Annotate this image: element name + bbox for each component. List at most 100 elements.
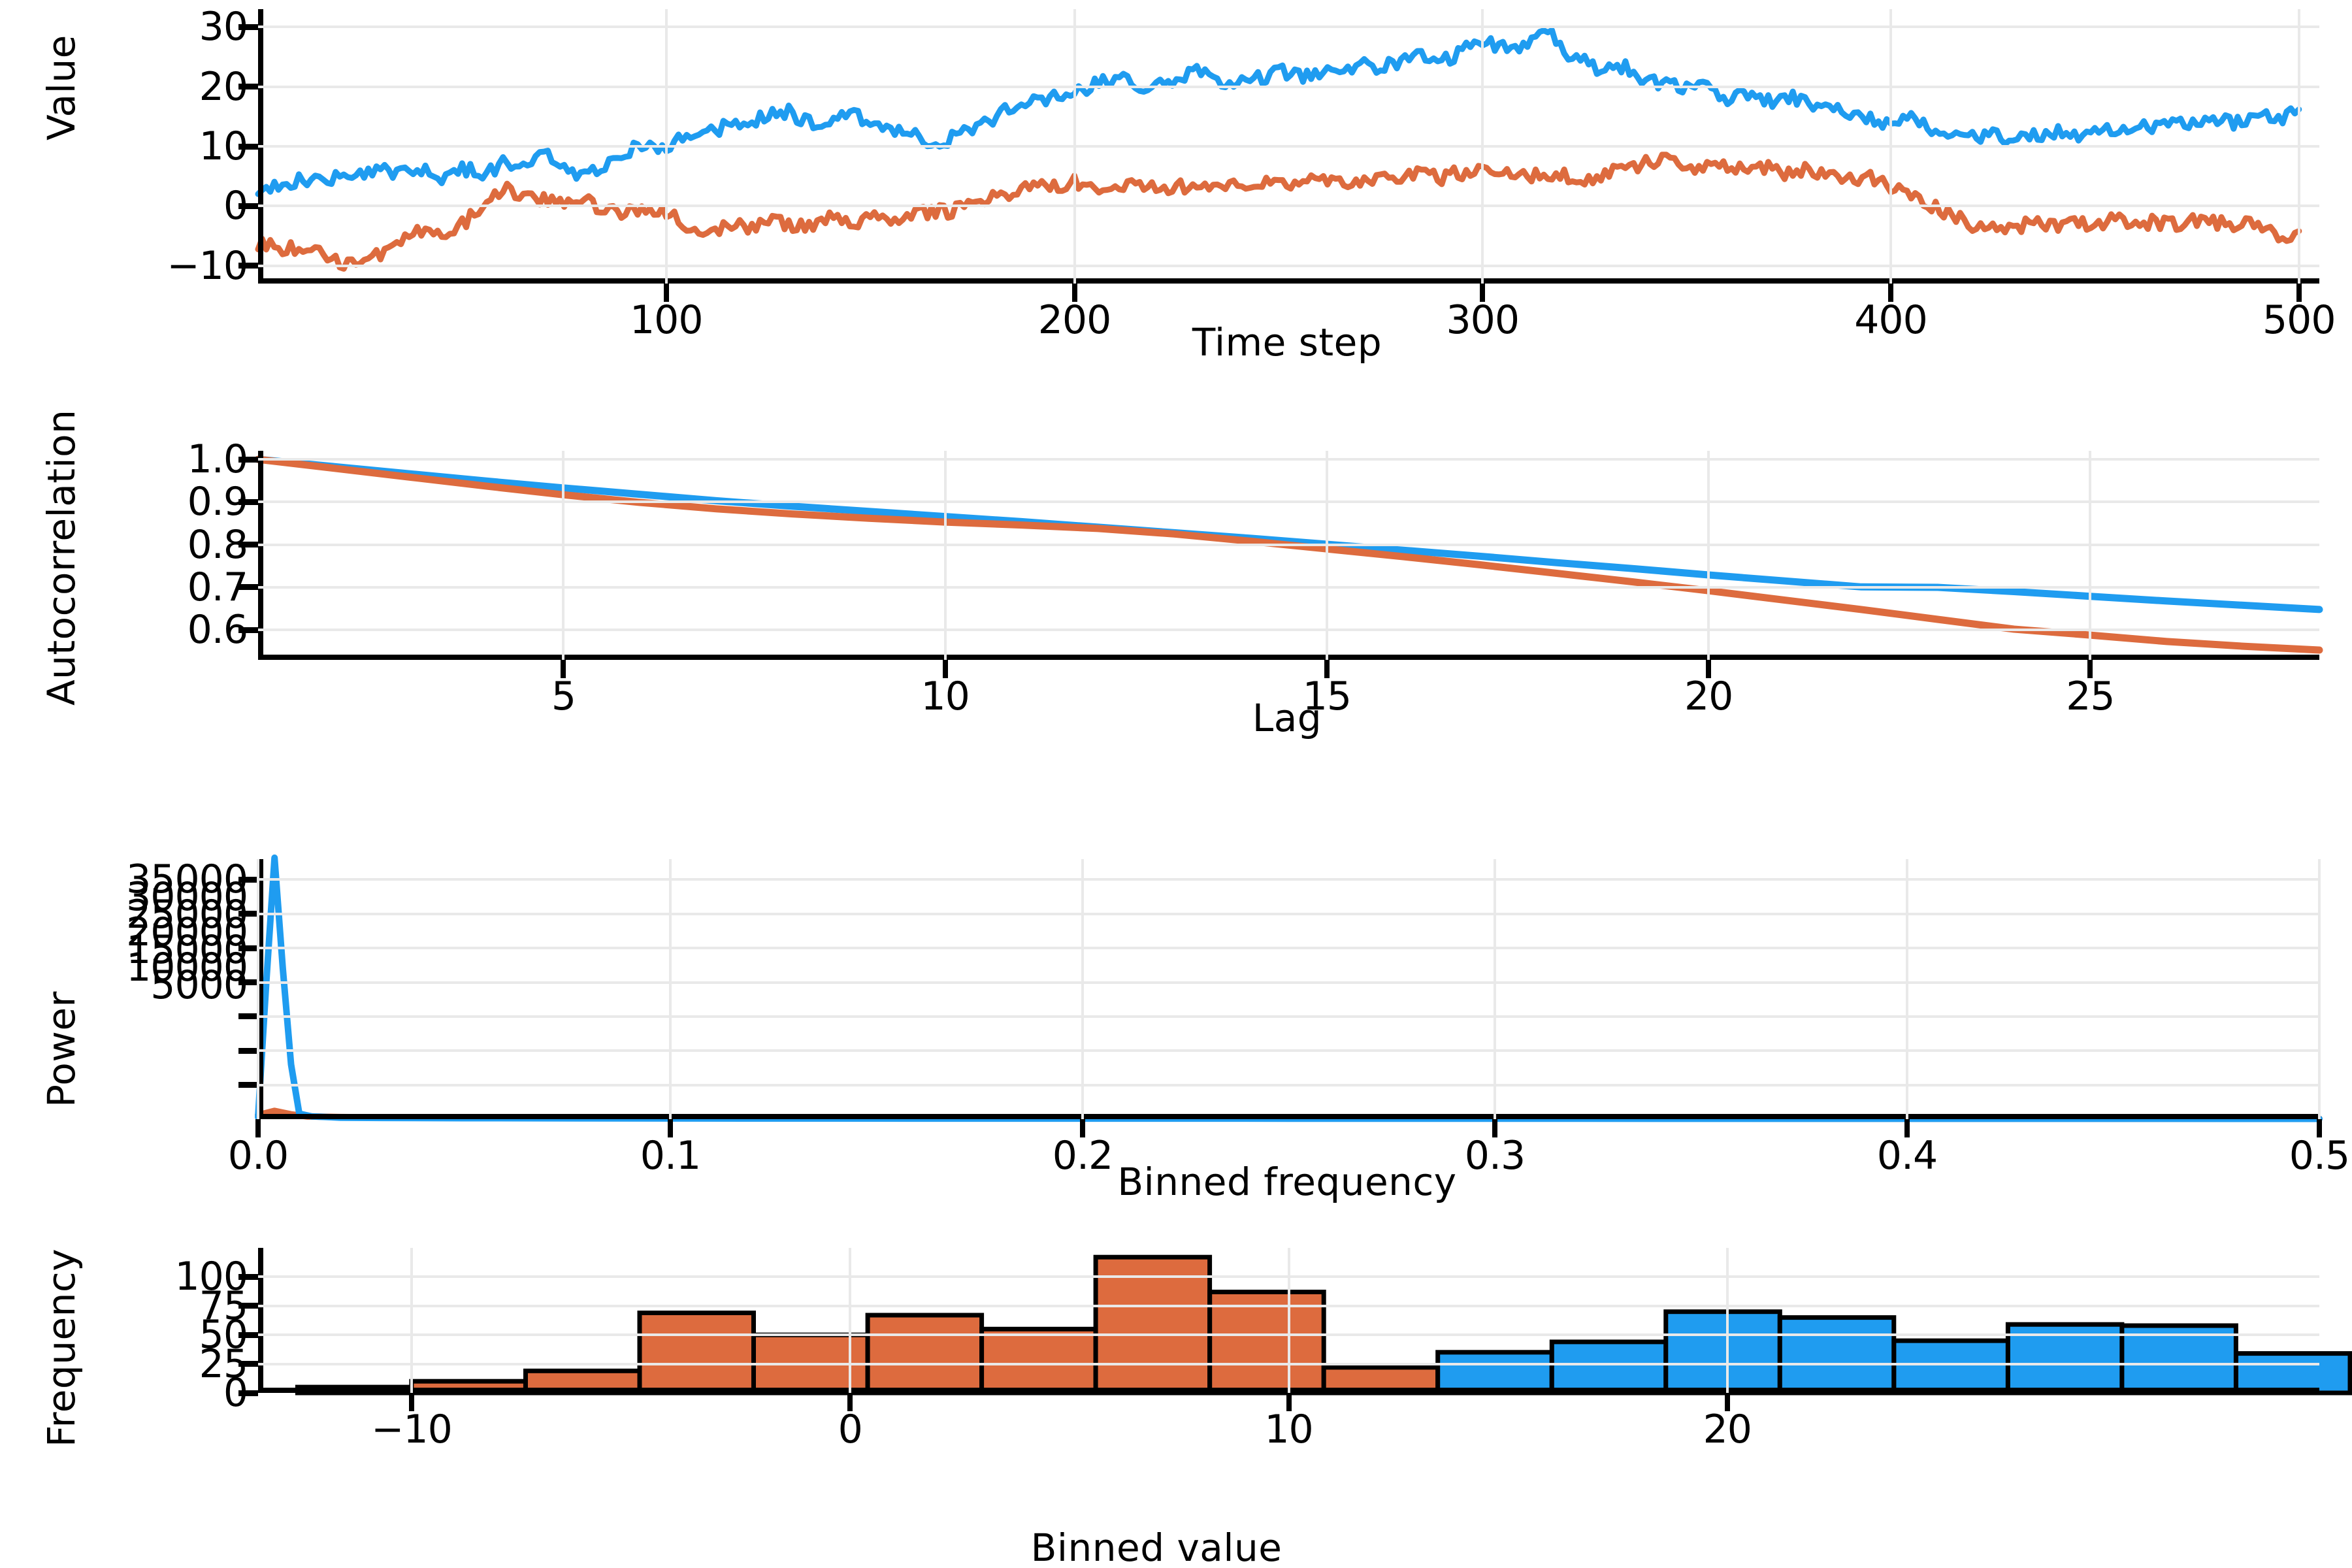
x-tick-label: 500: [2262, 297, 2336, 343]
y-tick-label: 10: [199, 123, 248, 169]
autocorrelation-x-spine: [258, 655, 2319, 660]
y-tick-mark: [238, 84, 258, 90]
gridline-horizontal: [258, 585, 2319, 589]
y-tick-mark: [238, 1273, 258, 1280]
histogram-bar: [1891, 1338, 2010, 1396]
x-tick-mark: [1888, 284, 1893, 302]
x-tick-mark: [668, 1119, 673, 1137]
x-tick-mark: [1324, 660, 1330, 678]
gridline-vertical: [2297, 9, 2300, 284]
x-tick-label: 20: [1684, 674, 1733, 719]
gridline-vertical: [943, 451, 947, 660]
gridline-horizontal: [258, 500, 2319, 504]
y-tick-label: 25000: [126, 892, 248, 938]
gridline-horizontal: [258, 543, 2319, 546]
histogram-bar: [1549, 1339, 1669, 1396]
histogram-bar: [2347, 1388, 2352, 1396]
gridline-horizontal: [258, 25, 2319, 29]
x-tick-mark: [408, 1393, 414, 1411]
x-tick-mark: [1080, 1119, 1085, 1137]
panel-timeseries: Value −10 0 10 20 30 100 200 300 400 500 Time ste…: [0, 0, 2352, 366]
histogram-y-spine: [258, 1248, 263, 1393]
x-tick-label: 400: [1854, 297, 1928, 343]
timeseries-xlabel: Time step: [1192, 320, 1382, 365]
histogram-bar: [1663, 1309, 1782, 1396]
y-tick-mark: [238, 203, 258, 209]
power-plot-area: 35000 30000 25000 20000 15000 10000 5000 0.0 0.1…: [126, 854, 2350, 1175]
gridline-vertical: [1287, 1248, 1290, 1393]
gridline-vertical: [669, 859, 672, 1119]
y-tick-label: 25: [199, 1341, 248, 1387]
power-xlabel: Binned frequency: [1117, 1160, 1457, 1204]
timeseries-ylabel: Value: [39, 35, 84, 140]
x-tick-label: 10: [921, 674, 970, 719]
histogram-bar: [1207, 1290, 1326, 1396]
x-tick-label: 300: [1446, 297, 1520, 343]
gridline-vertical: [1725, 1248, 1729, 1393]
histogram-bar: [1093, 1254, 1213, 1396]
y-tick-mark: [238, 1361, 258, 1367]
gridline-horizontal: [258, 145, 2319, 148]
y-tick-mark: [238, 911, 258, 917]
gridline-horizontal: [258, 204, 2319, 208]
y-tick-label: 0.8: [187, 521, 248, 568]
histogram-bar: [1435, 1350, 1554, 1396]
y-tick-label: 1.0: [187, 436, 248, 483]
y-tick-mark: [238, 876, 258, 883]
histogram-bar: [637, 1311, 756, 1396]
gridline-horizontal: [258, 629, 2319, 632]
x-tick-label: 0.2: [1052, 1133, 1113, 1179]
histogram-bar: [979, 1326, 1098, 1396]
y-tick-mark: [238, 1303, 258, 1309]
y-tick-mark: [238, 24, 258, 30]
power-curves: [255, 854, 2323, 1122]
y-tick-label: 50: [199, 1312, 248, 1358]
histogram-xlabel: Binned value: [1030, 1526, 1282, 1568]
x-tick-mark: [255, 1119, 261, 1137]
y-tick-label: 100: [174, 1254, 248, 1300]
y-tick-label: 20: [199, 63, 248, 110]
y-tick-mark: [238, 1082, 258, 1088]
y-tick-label: 20000: [126, 909, 248, 956]
gridline-horizontal: [258, 947, 2319, 950]
power-x-spine: [258, 1114, 2319, 1119]
x-tick-mark: [1480, 284, 1486, 302]
y-tick-mark: [238, 143, 258, 150]
x-tick-label: 10: [1264, 1407, 1313, 1452]
y-tick-label: 30: [199, 4, 248, 50]
x-tick-mark: [1286, 1393, 1292, 1411]
gridline-horizontal: [258, 85, 2319, 88]
y-tick-label: 35000: [126, 857, 248, 903]
y-tick-mark: [238, 498, 258, 505]
x-tick-mark: [847, 1393, 853, 1411]
panel-autocorrelation: Autocorrelation 0.6 0.7 0.8 0.9 1.0 5 10 15 20 25…: [0, 366, 2352, 740]
x-tick-label: 200: [1037, 297, 1112, 343]
y-tick-label: 30000: [126, 874, 248, 921]
gridline-horizontal: [258, 458, 2319, 461]
gridline-horizontal: [258, 878, 2319, 881]
y-tick-label: 0.7: [187, 564, 248, 610]
x-tick-mark: [561, 660, 566, 678]
gridline-vertical: [257, 859, 259, 1119]
x-tick-label: 0.4: [1876, 1133, 1938, 1179]
gridline-horizontal: [258, 1083, 2319, 1086]
y-tick-mark: [238, 263, 258, 269]
series-line: [255, 27, 2302, 197]
y-tick-label: 0: [223, 1370, 248, 1416]
gridline-vertical: [1481, 9, 1484, 284]
autocorrelation-y-spine: [258, 451, 263, 660]
x-tick-label: 15: [1302, 674, 1352, 719]
y-tick-label: 0: [223, 183, 248, 229]
y-tick-mark: [238, 456, 258, 463]
y-tick-label: 5000: [150, 962, 248, 1009]
gridline-horizontal: [258, 912, 2319, 915]
x-tick-label: 100: [629, 297, 704, 343]
y-tick-label: 75: [199, 1282, 248, 1329]
gridline-vertical: [562, 451, 565, 660]
y-tick-mark: [238, 979, 258, 986]
gridline-vertical: [1073, 9, 1076, 284]
histogram-bar: [2119, 1323, 2238, 1396]
y-tick-label: 10000: [126, 945, 248, 991]
x-tick-label: 0.3: [1464, 1133, 1526, 1179]
